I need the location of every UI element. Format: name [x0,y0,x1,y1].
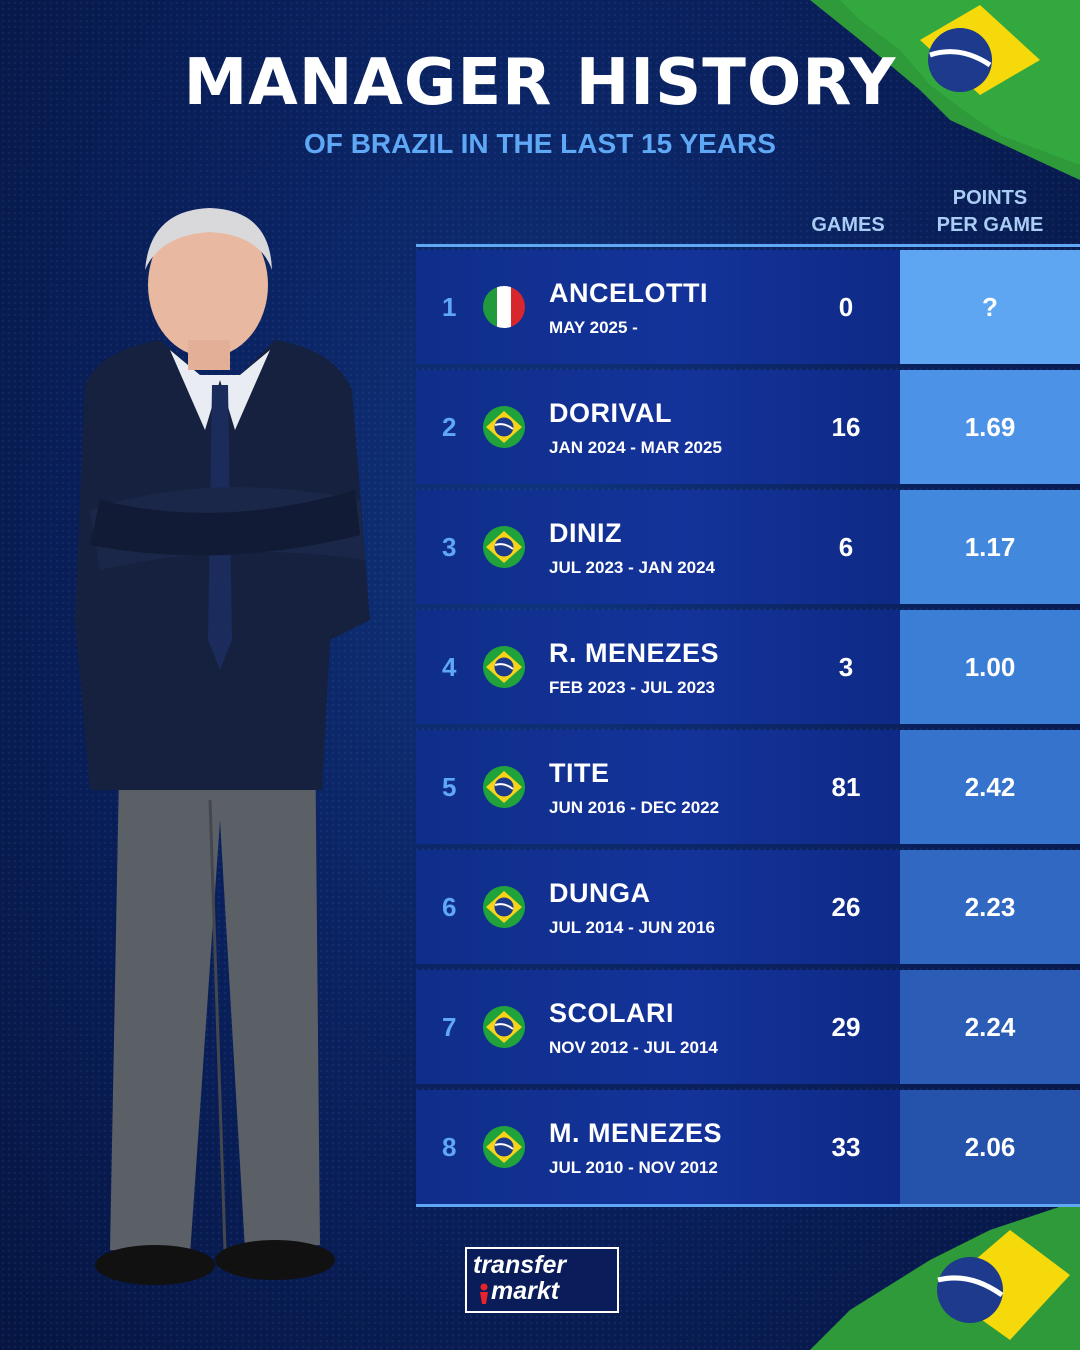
tenure-period: JUL 2010 - NOV 2012 [549,1158,718,1177]
page-title: MANAGER HISTORY [183,46,897,120]
points-per-game: 2.24 [900,970,1080,1084]
games-column-header: GAMES [811,214,885,236]
italy-flag-icon [483,286,525,328]
games-count: 33 [831,1131,861,1162]
tenure-period: NOV 2012 - JUL 2014 [549,1038,718,1057]
brazil-flag-corner-top [810,0,1080,180]
points-per-game: 1.00 [900,610,1080,724]
points-per-game: 2.23 [900,850,1080,964]
games-count: 3 [838,651,854,682]
logo-line2: markt [491,1277,560,1305]
rank-number: 5 [442,771,457,802]
transfermarkt-logo: transfer markt [465,1247,619,1313]
games-count: 16 [831,411,861,442]
table-row: 8 M. MENEZES JUL 2010 - NOV 2012 33 2.06 [416,1090,1080,1204]
games-count: 6 [838,531,854,562]
table-row: 5 TITE JUN 2016 - DEC 2022 81 2.42 [416,730,1080,844]
points-per-game: 1.17 [900,490,1080,604]
ppg-header-line2: PER GAME [936,214,1044,236]
manager-name: M. MENEZES [549,1118,723,1148]
brazil-flag-icon [483,406,525,448]
row-main-cell: 8 M. MENEZES JUL 2010 - NOV 2012 33 [416,1090,900,1204]
tenure-period: MAY 2025 - [549,318,638,337]
table-row: 1 ANCELOTTI MAY 2025 - 0? [416,250,1080,364]
rank-number: 2 [442,411,457,442]
rank-number: 4 [442,651,457,682]
rank-number: 3 [442,531,457,562]
table-row: 6 DUNGA JUL 2014 - JUN 2016 26 2.23 [416,850,1080,964]
manager-name: SCOLARI [549,998,674,1028]
brazil-flag-corner-bottom [810,1200,1080,1350]
points-per-game: 1.69 [900,370,1080,484]
brazil-flag-icon [483,646,525,688]
manager-name: TITE [549,758,610,788]
row-main-cell: 3 DINIZ JUL 2023 - JAN 2024 6 [416,490,900,604]
games-count: 0 [838,291,854,322]
manager-name: DUNGA [549,878,651,908]
row-main-cell: 2 DORIVAL JAN 2024 - MAR 2025 16 [416,370,900,484]
player-icon [480,1283,488,1304]
brazil-flag-icon [483,1126,525,1168]
points-per-game: 2.42 [900,730,1080,844]
tenure-period: JUL 2023 - JAN 2024 [549,558,716,577]
table-top-line [416,244,1080,247]
tenure-period: JUL 2014 - JUN 2016 [549,918,716,937]
table-bottom-line [416,1204,1080,1207]
row-main-cell: 4 R. MENEZES FEB 2023 - JUL 2023 3 [416,610,900,724]
manager-name: DINIZ [549,518,622,548]
manager-name: DORIVAL [549,398,672,428]
page-subtitle: OF BRAZIL IN THE LAST 15 YEARS [304,128,776,159]
row-main-cell: 1 ANCELOTTI MAY 2025 - 0 [416,250,900,364]
table-row: 2 DORIVAL JAN 2024 - MAR 2025 16 1.69 [416,370,1080,484]
row-main-cell: 5 TITE JUN 2016 - DEC 2022 81 [416,730,900,844]
ppg-column-header: POINTS PER GAME [920,185,1060,239]
manager-name: ANCELOTTI [549,278,708,308]
row-main-cell: 7 SCOLARI NOV 2012 - JUL 2014 29 [416,970,900,1084]
manager-photo [75,208,370,1285]
tenure-period: JUN 2016 - DEC 2022 [549,798,720,817]
games-count: 26 [831,891,861,922]
row-main-cell: 6 DUNGA JUL 2014 - JUN 2016 26 [416,850,900,964]
table-row: 7 SCOLARI NOV 2012 - JUL 2014 29 2.24 [416,970,1080,1084]
brazil-flag-icon [483,886,525,928]
manager-name: R. MENEZES [549,638,720,668]
tenure-period: FEB 2023 - JUL 2023 [549,678,715,697]
table-row: 3 DINIZ JUL 2023 - JAN 2024 6 1.17 [416,490,1080,604]
rank-number: 1 [442,291,457,322]
brazil-flag-icon [483,1006,525,1048]
rank-number: 7 [442,1011,457,1042]
rank-number: 6 [442,891,457,922]
points-per-game: ? [900,250,1080,364]
games-count: 29 [831,1011,861,1042]
games-count: 81 [831,771,861,802]
points-per-game: 2.06 [900,1090,1080,1204]
brazil-flag-icon [483,766,525,808]
tenure-period: JAN 2024 - MAR 2025 [549,438,722,457]
logo-line1: transfer [473,1251,567,1279]
brazil-flag-icon [483,526,525,568]
table-row: 4 R. MENEZES FEB 2023 - JUL 2023 3 1.00 [416,610,1080,724]
ppg-header-line1: POINTS [952,187,1028,209]
rank-number: 8 [442,1131,457,1162]
